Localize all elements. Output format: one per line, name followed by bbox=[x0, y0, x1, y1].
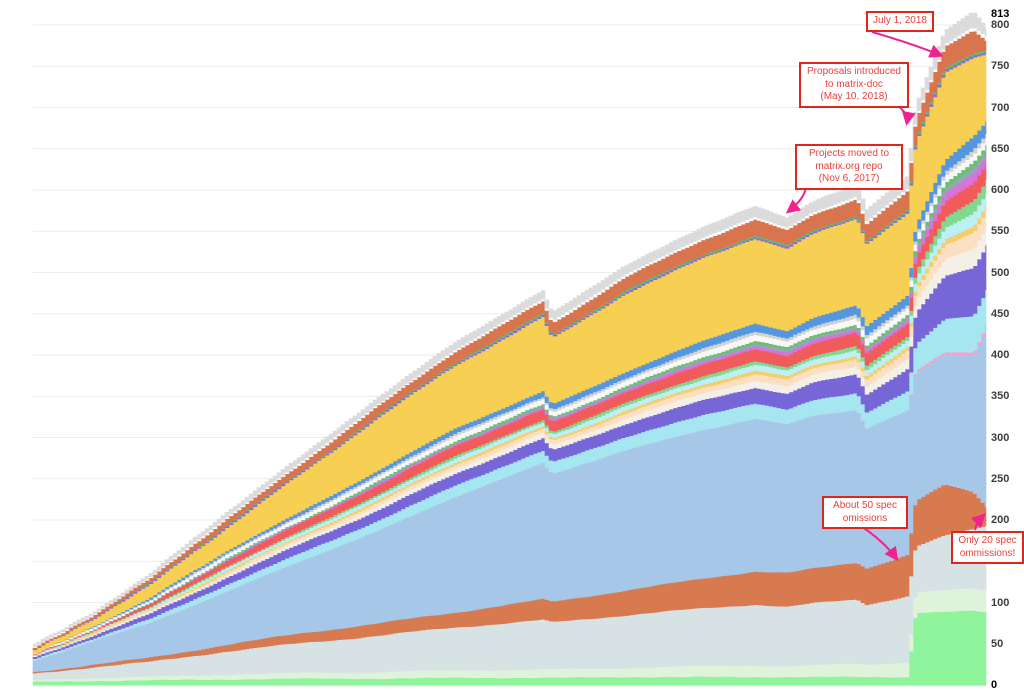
y-tick-0: 0 bbox=[991, 679, 998, 691]
annotation-proposals-introduced: Proposals introduced to matrix-doc (May … bbox=[799, 62, 909, 108]
annotation-july-1-2018: July 1, 2018 bbox=[866, 11, 934, 32]
y-tick-50: 50 bbox=[991, 637, 1004, 650]
annotation-line: omissions bbox=[842, 512, 888, 524]
y-tick-550: 550 bbox=[991, 225, 1010, 238]
annotation-line: Proposals introduced bbox=[807, 66, 901, 77]
y-tick-450: 450 bbox=[991, 307, 1010, 320]
area-layer-band-gray-top bbox=[32, 12, 987, 647]
y-tick-350: 350 bbox=[991, 390, 1010, 403]
y-tick-750: 750 bbox=[991, 60, 1010, 73]
annotation-only-20-omissions: Only 20 spec ommissions! bbox=[951, 531, 1024, 564]
annotation-line: to matrix-doc bbox=[825, 78, 883, 90]
y-tick-600: 600 bbox=[991, 184, 1010, 196]
annotation-line: Only 20 spec bbox=[958, 535, 1017, 546]
area-layers bbox=[32, 12, 987, 686]
annotation-line: (May 10, 2018) bbox=[820, 91, 888, 102]
annotation-line: matrix.org repo bbox=[815, 160, 883, 172]
annotation-line: (Nov 6, 2017) bbox=[818, 173, 880, 184]
y-tick-200: 200 bbox=[991, 514, 1010, 526]
y-tick-813: 813 bbox=[991, 8, 1010, 21]
y-tick-800: 800 bbox=[991, 19, 1010, 31]
annotation-about-50-omissions: About 50 spec omissions bbox=[822, 496, 908, 529]
y-tick-300: 300 bbox=[991, 431, 1010, 444]
y-tick-650: 650 bbox=[991, 142, 1010, 155]
y-tick-400: 400 bbox=[991, 349, 1010, 361]
y-tick-100: 100 bbox=[991, 596, 1010, 609]
annotation-line: Projects moved to bbox=[808, 148, 890, 159]
y-tick-500: 500 bbox=[991, 266, 1010, 279]
annotation-projects-moved: Projects moved to matrix.org repo (Nov 6… bbox=[795, 144, 903, 190]
y-tick-700: 700 bbox=[991, 101, 1010, 114]
annotation-line: About 50 spec bbox=[833, 500, 897, 511]
y-tick-250: 250 bbox=[991, 472, 1010, 485]
annotation-line: July 1, 2018 bbox=[873, 15, 927, 26]
annotation-line: ommissions! bbox=[959, 547, 1016, 559]
